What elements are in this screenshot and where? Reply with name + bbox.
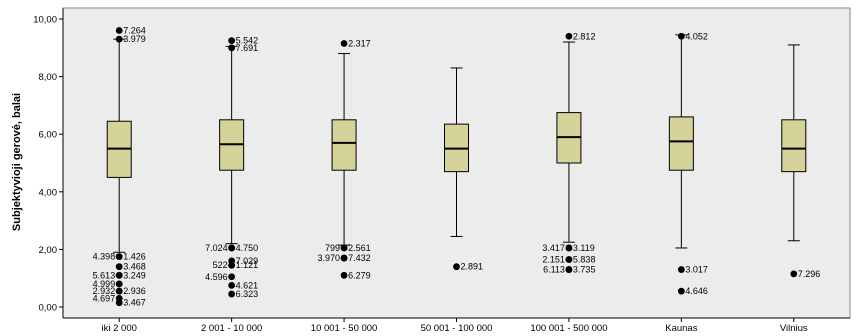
outlier-label: 4.999 bbox=[93, 279, 116, 289]
y-axis-title: Subjektyvioji gerovė, balai bbox=[11, 93, 23, 231]
outlier-label: 3.970 bbox=[318, 253, 341, 263]
outlier-point bbox=[677, 287, 685, 295]
box-7 bbox=[781, 44, 807, 242]
outlier-label: 3.119 bbox=[573, 243, 595, 253]
outlier-label: 2.812 bbox=[573, 31, 596, 41]
x-tick-label: Vilnius bbox=[780, 323, 808, 334]
outlier-label: 4.697 bbox=[93, 293, 116, 303]
outlier-label: 2.891 bbox=[461, 262, 484, 272]
box-5 bbox=[556, 41, 582, 243]
outlier-point bbox=[565, 244, 573, 252]
outlier-label: 1.426 bbox=[123, 252, 146, 262]
outlier-point bbox=[228, 261, 236, 269]
outlier-label: 4.398 bbox=[93, 252, 116, 262]
outlier-label: 2.936 bbox=[123, 286, 146, 296]
outlier-point bbox=[565, 256, 573, 263]
outlier-label: 3.735 bbox=[573, 265, 596, 275]
outlier-point bbox=[228, 44, 236, 52]
outlier-point bbox=[790, 270, 798, 278]
outlier-point bbox=[340, 244, 348, 252]
outlier-label: 3.017 bbox=[685, 265, 708, 275]
outlier-label: 6.323 bbox=[236, 289, 259, 299]
iqr-box bbox=[781, 119, 807, 173]
x-tick-label: 100 001 - 500 000 bbox=[530, 323, 607, 334]
outlier-label: 7.029 bbox=[236, 256, 259, 266]
outlier-label: 5.613 bbox=[93, 270, 116, 280]
y-tick-label: 6,00 bbox=[39, 130, 58, 141]
outlier-point bbox=[565, 266, 573, 273]
outlier-label: 6.279 bbox=[348, 270, 371, 280]
outlier-point bbox=[115, 287, 123, 295]
outlier-point bbox=[115, 280, 123, 288]
outlier-point bbox=[115, 35, 123, 43]
outlier-point bbox=[228, 37, 236, 44]
y-tick-label: 4,00 bbox=[39, 187, 58, 198]
outlier-label: 3.979 bbox=[123, 34, 146, 44]
outlier-label: 4.596 bbox=[205, 272, 228, 282]
outlier-label: 1.121 bbox=[236, 260, 259, 270]
outlier-point bbox=[228, 282, 236, 289]
outlier-point bbox=[228, 290, 236, 298]
y-tick-label: 0,00 bbox=[39, 303, 58, 314]
outlier-label: 7.432 bbox=[348, 253, 371, 263]
outlier-label: 3.468 bbox=[123, 262, 146, 272]
outlier-point bbox=[115, 299, 123, 307]
outlier-label: 4.646 bbox=[685, 286, 708, 296]
outlier-point bbox=[115, 253, 123, 260]
box-6 bbox=[668, 34, 694, 249]
box-1 bbox=[106, 38, 132, 253]
outlier-label: 7.691 bbox=[236, 43, 259, 53]
outlier-label: 522 bbox=[213, 260, 228, 270]
outlier-label: 2.561 bbox=[348, 243, 371, 253]
iqr-box bbox=[668, 116, 694, 171]
outlier-label: 3.467 bbox=[123, 298, 146, 308]
outlier-label: 5.542 bbox=[236, 36, 259, 46]
outlier-label: 4.621 bbox=[236, 280, 259, 290]
y-axis-ticks: 0,00 2,00 4,00 6,00 8,00 10,00 bbox=[33, 15, 63, 314]
outlier-point bbox=[677, 266, 685, 273]
x-tick-label: Kaunas bbox=[665, 323, 697, 334]
outlier-label: 2.932 bbox=[93, 286, 116, 296]
outlier-point bbox=[340, 271, 348, 279]
y-tick-label: 10,00 bbox=[33, 15, 57, 26]
outlier-point bbox=[340, 254, 348, 262]
outlier-point bbox=[115, 263, 123, 271]
y-tick-label: 8,00 bbox=[39, 72, 58, 83]
outlier-label: 3.249 bbox=[123, 270, 146, 280]
iqr-box bbox=[331, 119, 357, 171]
outlier-label: 7.296 bbox=[798, 269, 821, 279]
outlier-label: 5.838 bbox=[573, 254, 596, 264]
x-axis-ticks: iki 2 000 2 001 - 10 000 10 001 - 50 000 50… bbox=[102, 318, 808, 334]
outlier-point bbox=[115, 271, 123, 279]
x-tick-label: 10 001 - 50 000 bbox=[311, 323, 378, 334]
box-2 bbox=[219, 45, 245, 245]
outlier-label: 2.317 bbox=[348, 38, 371, 48]
outlier-label: 4.750 bbox=[236, 243, 259, 253]
x-tick-label: 2 001 - 10 000 bbox=[201, 323, 262, 334]
outlier-label: 799 bbox=[325, 243, 340, 253]
outlier-point bbox=[453, 263, 460, 271]
outlier-label: 7.264 bbox=[123, 26, 146, 36]
boxes bbox=[106, 34, 807, 253]
x-tick-label: 50 001 - 100 000 bbox=[421, 323, 493, 334]
outlier-point bbox=[115, 27, 123, 34]
outlier-label: 3.417 bbox=[542, 243, 565, 253]
outlier-label: 2.151 bbox=[542, 254, 565, 264]
outlier-point bbox=[565, 32, 573, 40]
outlier-point bbox=[340, 40, 348, 47]
outlier-point bbox=[228, 244, 236, 252]
outlier-label: 6.113 bbox=[543, 265, 565, 275]
outlier-label: 7.024 bbox=[205, 243, 228, 253]
outlier-point bbox=[228, 273, 236, 281]
box-3 bbox=[331, 53, 357, 246]
x-tick-label: iki 2 000 bbox=[102, 323, 137, 334]
y-tick-label: 2,00 bbox=[39, 245, 58, 256]
outlier-label: 4.052 bbox=[685, 31, 708, 41]
box-4 bbox=[444, 67, 469, 237]
outlier-point bbox=[677, 32, 685, 40]
